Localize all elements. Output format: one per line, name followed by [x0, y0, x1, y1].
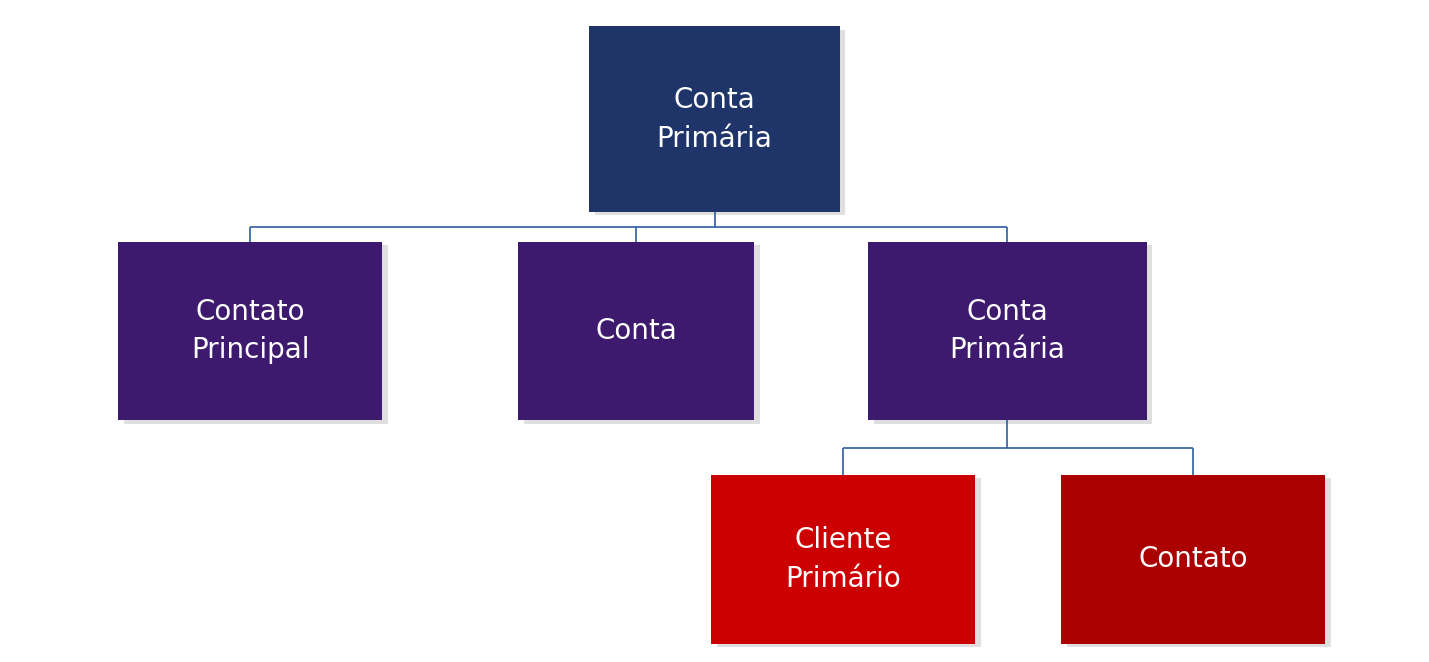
FancyBboxPatch shape [716, 478, 980, 647]
FancyBboxPatch shape [873, 245, 1152, 424]
FancyBboxPatch shape [1066, 478, 1330, 647]
Text: Contato
Principal: Contato Principal [191, 297, 309, 365]
Text: Conta
Primária: Conta Primária [949, 297, 1066, 365]
FancyBboxPatch shape [1060, 475, 1326, 643]
FancyBboxPatch shape [589, 26, 839, 212]
Text: Conta
Primária: Conta Primária [656, 85, 773, 153]
FancyBboxPatch shape [523, 245, 759, 424]
FancyBboxPatch shape [117, 242, 382, 420]
FancyBboxPatch shape [710, 475, 975, 643]
FancyBboxPatch shape [867, 242, 1146, 420]
FancyBboxPatch shape [517, 242, 753, 420]
Text: Cliente
Primário: Cliente Primário [785, 526, 902, 593]
Text: Conta: Conta [594, 317, 677, 345]
FancyBboxPatch shape [594, 30, 845, 215]
FancyBboxPatch shape [123, 245, 387, 424]
Text: Contato: Contato [1139, 545, 1248, 573]
